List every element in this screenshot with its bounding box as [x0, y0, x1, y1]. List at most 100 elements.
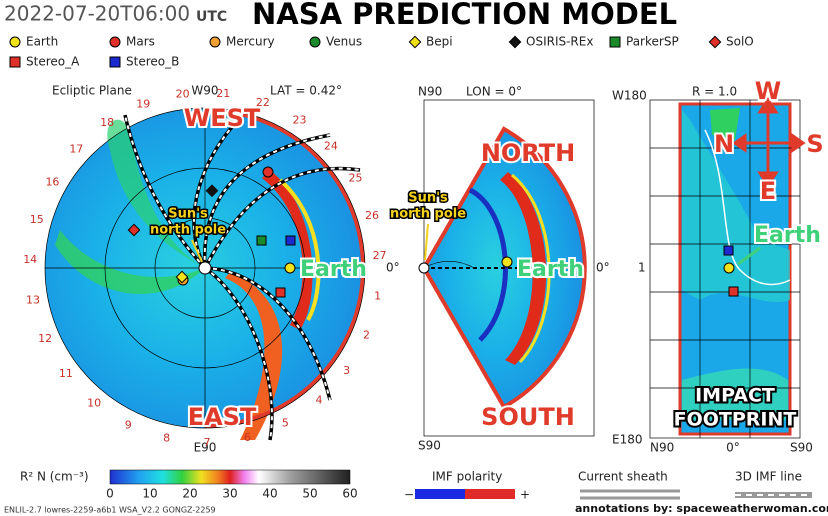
panel-frame	[649, 99, 801, 439]
legend-label: Earth	[26, 35, 58, 49]
stereo-b-marker	[723, 245, 734, 256]
longitude-label: 2	[363, 328, 370, 341]
sun-note: Sun's	[168, 207, 208, 222]
earth-marker	[723, 262, 735, 274]
imf-lines-dash	[124, 114, 361, 441]
imf-negative	[415, 489, 465, 499]
longitude-label: 7	[204, 436, 211, 449]
legend-marker	[708, 35, 722, 49]
longitude-label: 20	[176, 87, 190, 100]
mars-marker	[262, 166, 274, 178]
solo-marker	[127, 223, 141, 237]
imf-plus: +	[520, 488, 530, 502]
sun-note: north pole	[150, 223, 226, 238]
panel-title: Ecliptic Plane	[52, 84, 132, 98]
north-label: NORTH	[481, 139, 575, 167]
meridional-panel: N90 LON = 0° S90 0° NORTH SOUTH Sun's no…	[388, 85, 610, 453]
longitude-label: 6	[244, 431, 251, 444]
longitude-label: 1	[374, 289, 381, 302]
legend-label: Mars	[126, 35, 155, 49]
sun-note: Sun's	[408, 191, 448, 206]
west-label: WEST	[184, 104, 261, 132]
x-label: S90	[790, 441, 813, 455]
earth-label: Earth	[754, 223, 821, 248]
longitude-label: 17	[69, 142, 83, 155]
arrow	[737, 246, 761, 266]
imf-minus: −	[404, 488, 414, 502]
density-arm	[107, 119, 205, 268]
longitude-label: 5	[282, 416, 289, 429]
longitude-label: 27	[373, 249, 387, 262]
impact-label: FOOTPRINT	[674, 409, 797, 431]
left-label: 1	[638, 261, 646, 275]
top-label: W180	[612, 89, 647, 103]
earth-label: Earth	[517, 257, 584, 282]
sheath-label: Current sheath	[578, 470, 668, 484]
longitude-label: 25	[349, 172, 363, 185]
bottom-label: E180	[612, 433, 643, 447]
bottom-label: E90	[194, 441, 217, 455]
longitude-label: 21	[216, 87, 230, 100]
longitude-label: 9	[125, 418, 132, 431]
density	[710, 108, 740, 140]
colorbar-tick: 40	[262, 487, 277, 501]
radius: R = 1.0	[692, 85, 737, 99]
right-label: 0°	[596, 261, 610, 275]
colorbar-tick: 10	[142, 487, 157, 501]
longitude-label: 13	[26, 293, 40, 306]
x-label: N90	[650, 441, 674, 455]
earth-marker	[284, 262, 296, 274]
legend-label: Bepi	[426, 35, 453, 49]
legend-label: OSIRIS-REx	[526, 35, 593, 49]
latitude: LAT = 0.42°	[270, 84, 342, 98]
arrow	[191, 239, 203, 263]
cme-edge	[278, 178, 321, 321]
credit: annotations by: spaceweatherwoman.com	[575, 502, 828, 515]
imf-line-label: 3D IMF line	[735, 470, 802, 484]
cme-front	[500, 172, 547, 365]
stereo-a-marker	[275, 287, 286, 298]
osiris-marker	[205, 184, 219, 198]
imf-positive	[465, 489, 515, 499]
legend-label: Venus	[326, 35, 362, 49]
impact-label: IMPACT	[695, 385, 775, 407]
east-label: EAST	[188, 403, 257, 431]
legend-label: ParkerSP	[626, 35, 679, 49]
longitude-label: 10	[87, 396, 101, 409]
longitude-label: 14	[23, 253, 37, 266]
legend: Earth Mars Mercury Venus Bepi OSIRIS-REx Parke…	[9, 35, 754, 69]
legend-marker	[609, 36, 621, 48]
earth-marker	[501, 256, 513, 268]
top-label: N90	[418, 85, 442, 99]
sun	[418, 262, 430, 274]
longitude-label: 8	[163, 432, 170, 445]
cme-front	[225, 272, 283, 440]
longitude-label: 3	[343, 364, 350, 377]
lon: LON = 0°	[466, 85, 522, 99]
compass	[732, 97, 806, 188]
longitude-label: 11	[59, 367, 73, 380]
timezone: UTC	[196, 9, 227, 25]
longitude-label: 19	[136, 97, 150, 110]
compass-left: N	[714, 130, 734, 158]
legend-label: Stereo_B	[126, 55, 179, 69]
legend-marker	[9, 56, 21, 68]
legend-marker	[109, 56, 121, 68]
colorbar-tick: 0	[106, 487, 114, 501]
legend-marker	[209, 36, 221, 48]
south-label: SOUTH	[481, 403, 575, 431]
compass-right: S	[806, 130, 823, 158]
grid	[650, 100, 800, 438]
longitude-label: 16	[45, 175, 59, 188]
parker-marker	[256, 235, 267, 246]
bepi-marker	[175, 270, 189, 284]
page-title: NASA PREDICTION MODEL	[252, 0, 677, 31]
top-label: W90	[191, 84, 218, 98]
colorbar-tick: 20	[182, 487, 197, 501]
imf-trace	[704, 129, 791, 286]
cme-front	[262, 170, 313, 330]
cme-edge	[511, 173, 551, 364]
longitude-label: 15	[30, 213, 44, 226]
